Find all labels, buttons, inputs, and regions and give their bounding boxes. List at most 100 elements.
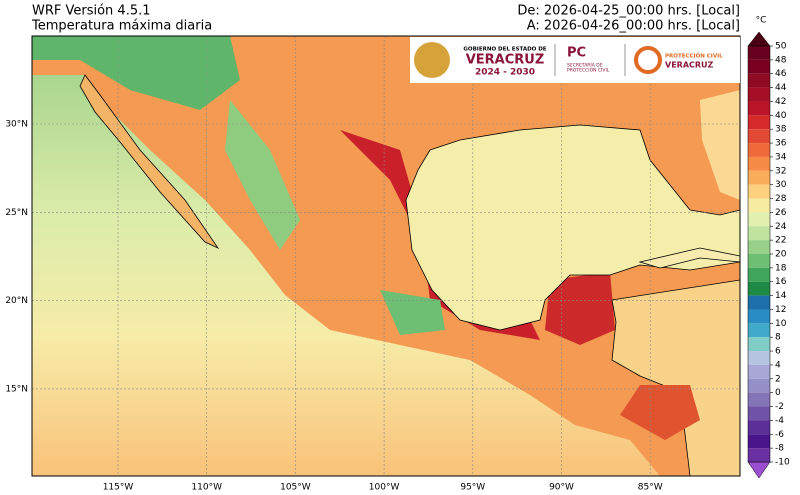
lon-label: 110°W [191, 483, 222, 493]
colorbar-label: 48 [775, 55, 787, 65]
colorbar-bin [748, 281, 770, 296]
highlands [380, 290, 445, 335]
colorbar-label: -6 [775, 430, 784, 440]
colorbar-label: 38 [775, 125, 787, 135]
colorbar-bin [748, 364, 770, 379]
pcv-emblem [634, 46, 662, 74]
lon-label: 85°W [638, 483, 663, 493]
subtitle: Temperatura máxima diaria [31, 19, 212, 34]
lon-label: 115°W [103, 483, 134, 493]
colorbar-bin [748, 87, 770, 102]
colorbar-label: -4 [775, 416, 784, 426]
colorbar-label: -8 [775, 444, 784, 454]
atlantic [700, 90, 740, 200]
colorbar-label: 2 [775, 374, 781, 384]
colorbar-bin [748, 309, 770, 324]
colorbar-bin [748, 351, 770, 365]
colorbar-bin [748, 59, 770, 74]
map-frame [31, 35, 741, 477]
logo-crest [414, 42, 450, 78]
colorbar-label: 0 [775, 388, 781, 398]
colorbar-bin [748, 240, 770, 254]
colorbar-label: 18 [775, 263, 787, 273]
date-to: A: 2026-04-26_00:00 hrs. [Local] [527, 19, 740, 34]
colorbar-label: 40 [775, 111, 787, 121]
logo-background [410, 37, 740, 83]
colorbar-bin [748, 392, 770, 407]
colorbar-label: 28 [775, 194, 787, 204]
pacific [32, 75, 660, 476]
colorbar-label: 22 [775, 236, 786, 246]
pc-line1: SECRETARÍA DE [567, 62, 603, 69]
lat-label: 15°N [5, 384, 28, 394]
pcv-state: VERACRUZ [665, 61, 714, 70]
gulf [405, 124, 740, 331]
colorbar-bin [748, 267, 770, 282]
lon-label: 105°W [280, 483, 311, 493]
colorbar-bin [748, 378, 770, 393]
map [32, 36, 740, 476]
colorbar-label: 44 [775, 83, 787, 93]
logo-panel: GOBIERNO DEL ESTADO DE VERACRUZ 2024 - 2… [410, 37, 740, 83]
colorbar-label: 50 [775, 42, 787, 52]
graticule: 115°W 110°W 105°W 100°W 95°W 90°W 85°W 30°N 25°N… [5, 36, 740, 493]
lon-label: 90°W [549, 483, 574, 493]
colorbar-label: 32 [775, 166, 786, 176]
colorbar-label: 30 [775, 180, 787, 190]
colorbar-bin [748, 406, 770, 421]
date-from: De: 2026-04-25_00:00 hrs. [Local] [517, 4, 740, 19]
baja [79, 74, 220, 249]
colorbar-label: 46 [775, 69, 787, 79]
colorbar-label: 10 [775, 319, 787, 329]
colorbar-bin [748, 448, 770, 462]
cuba [638, 247, 740, 269]
colorbar-label: 14 [775, 291, 787, 301]
colorbar-bin [748, 184, 770, 199]
colorbar-over [747, 31, 771, 47]
colorbar-bin [748, 101, 770, 116]
colorbar-label: -10 [775, 458, 790, 468]
colorbar-label: 42 [775, 97, 786, 107]
land-cool [32, 36, 240, 110]
colorbar-label: 12 [775, 305, 786, 315]
pc-line2: PROTECCIÓN CIVIL [567, 67, 610, 74]
colorbar-label: 24 [775, 222, 787, 232]
gov-state: VERACRUZ [466, 53, 545, 68]
colorbar-bin [748, 198, 770, 213]
colorbar-bin [748, 434, 770, 449]
colorbar-label: 20 [775, 250, 787, 260]
pcv-line: PROTECCIÓN CIVIL [665, 53, 723, 60]
colorbar-label: -2 [775, 402, 784, 412]
lat-label: 30°N [5, 120, 28, 130]
gov-years: 2024 - 2030 [475, 68, 535, 78]
colorbar-bin [748, 323, 770, 338]
pc-logo: PC [567, 46, 586, 61]
central-america [620, 385, 700, 440]
colorbar-bin [748, 254, 770, 268]
colorbar-bin [748, 143, 770, 157]
colorbar-bin [748, 420, 770, 435]
colorbar-bin [748, 46, 770, 60]
colorbar-label: 36 [775, 139, 787, 149]
colorbar-bin [748, 115, 770, 130]
colorbar-bin [748, 129, 770, 144]
lat-label: 20°N [5, 296, 28, 306]
colorbar-label: 16 [775, 277, 787, 287]
gov-line: GOBIERNO DEL ESTADO DE [463, 47, 546, 53]
colorbar-under [747, 461, 771, 479]
colorbar-bin [748, 226, 770, 241]
colorbar-label: 34 [775, 152, 787, 162]
colorbar-label: 6 [775, 347, 781, 357]
colorbar-bin [748, 212, 770, 227]
lat-label: 25°N [5, 208, 28, 218]
colorbar-label: 8 [775, 333, 781, 343]
colorbar-label: 4 [775, 360, 781, 370]
colorbar-bin [748, 73, 770, 88]
colorbar-bin [748, 295, 770, 310]
colorbar-bin [748, 170, 770, 185]
title: WRF Versión 4.5.1 [32, 4, 151, 19]
lon-label: 100°W [369, 483, 400, 493]
yucatan-hot [545, 272, 615, 345]
colorbar-bin [748, 337, 770, 352]
